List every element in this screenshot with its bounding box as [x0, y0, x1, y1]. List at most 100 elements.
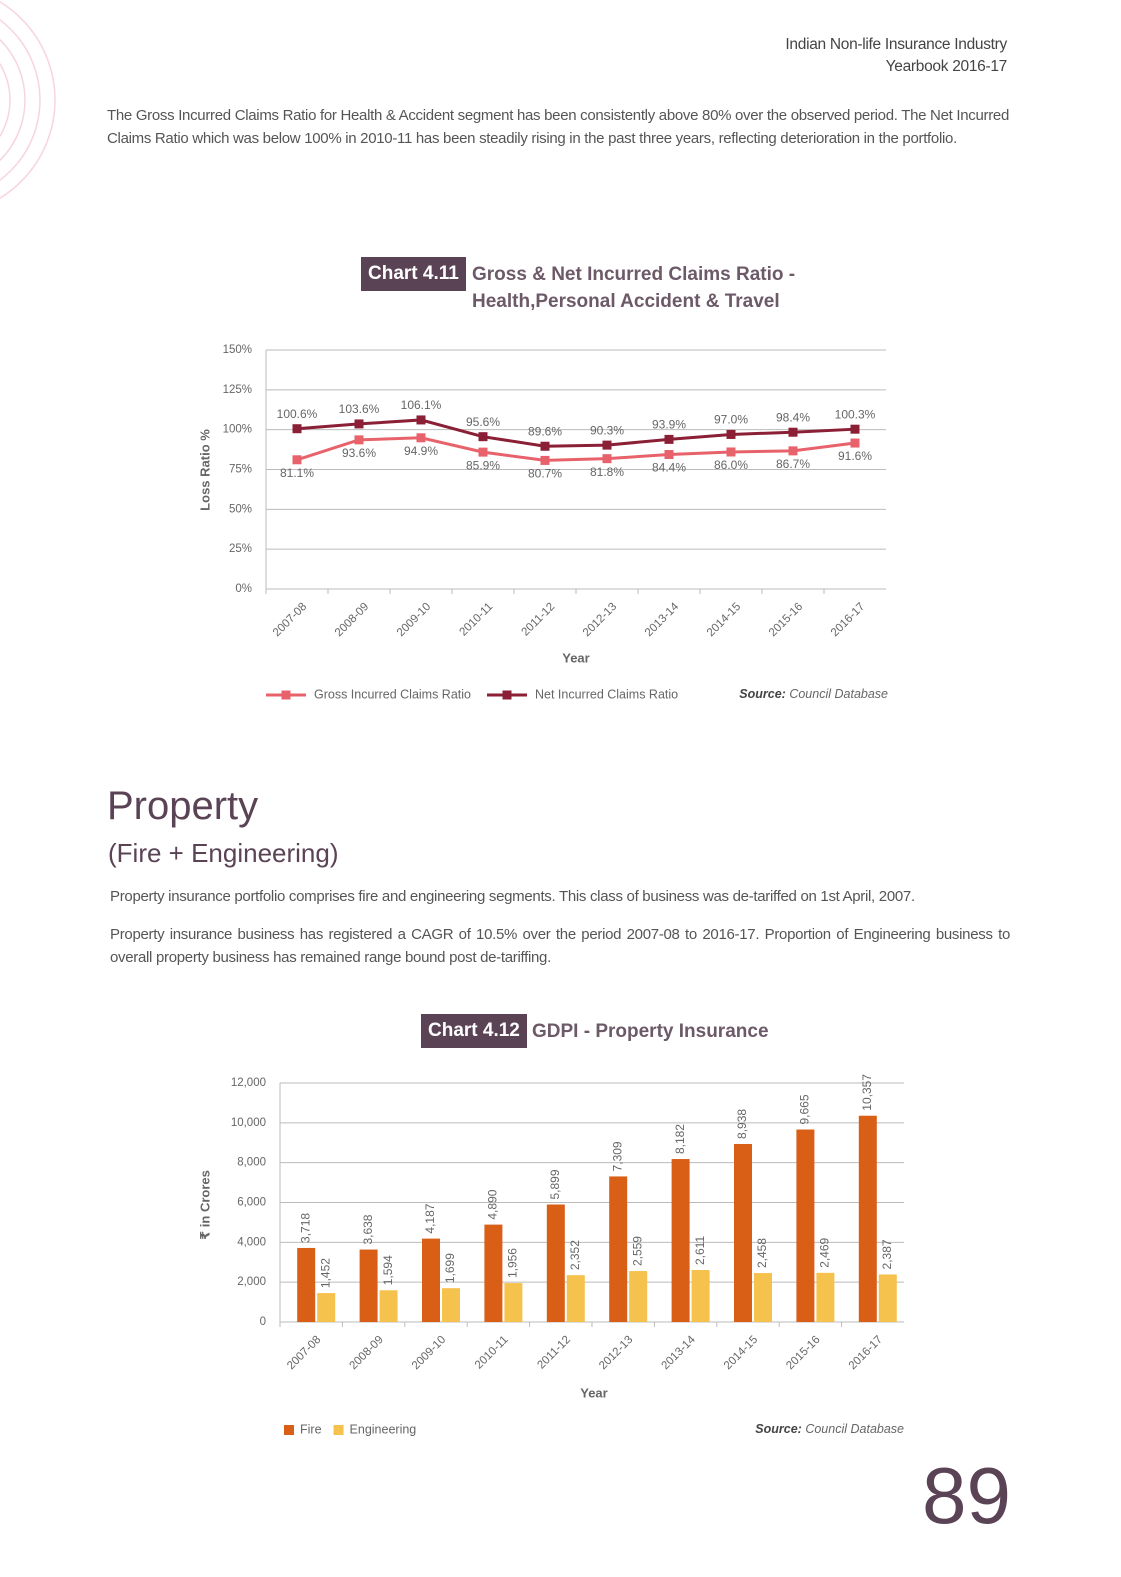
bar — [734, 1143, 752, 1322]
bar — [504, 1283, 523, 1322]
marker — [292, 424, 302, 434]
data-label: 86.0% — [714, 458, 748, 472]
source-label: Source: — [755, 1422, 802, 1436]
data-label: 81.8% — [590, 465, 624, 479]
marker — [726, 429, 736, 439]
x-axis-title: Year — [580, 1385, 607, 1400]
y-tick-label: 100% — [223, 424, 252, 436]
data-label: 2,352 — [568, 1240, 582, 1270]
data-label: 1,594 — [381, 1255, 395, 1285]
y-tick-label: 0% — [235, 583, 252, 595]
y-tick-label: 75% — [229, 464, 252, 476]
y-tick-label: 4,000 — [237, 1236, 266, 1248]
header-line: Indian Non-life Insurance Industry — [785, 36, 1007, 53]
data-label: 103.6% — [339, 402, 380, 416]
x-tick-label: 2009-10 — [395, 601, 433, 639]
chart-label: Chart 4.11 — [361, 257, 466, 291]
y-tick-label: 10,000 — [231, 1117, 266, 1129]
marker — [540, 441, 550, 451]
line — [296, 418, 856, 448]
line — [296, 436, 856, 462]
bar — [816, 1272, 835, 1322]
data-label: 100.6% — [277, 407, 318, 421]
x-tick-label: 2013-14 — [643, 600, 682, 639]
chart-title: GDPI - Property Insurance — [532, 1021, 769, 1042]
marker — [416, 433, 426, 443]
data-label: 7,309 — [610, 1141, 624, 1171]
data-label: 89.6% — [528, 424, 562, 438]
source: Source: Council Database — [755, 1422, 904, 1436]
x-tick-label: 2015-16 — [784, 1334, 822, 1372]
source-label: Source: — [739, 687, 786, 701]
y-tick-label: 8,000 — [237, 1157, 266, 1169]
x-tick-label: 2015-16 — [767, 601, 805, 639]
page-number: 89 — [922, 1451, 1011, 1540]
data-label: 80.7% — [528, 467, 562, 481]
marker — [788, 446, 798, 456]
data-label: 86.7% — [776, 457, 810, 471]
section-heading: Property — [107, 784, 259, 828]
bar — [878, 1274, 897, 1322]
chart-label: Chart 4.12 — [421, 1014, 527, 1048]
bar — [671, 1159, 690, 1322]
data-label: 1,452 — [318, 1258, 332, 1288]
legend-marker — [281, 690, 291, 700]
x-axis-title: Year — [562, 650, 589, 665]
data-label: 95.6% — [466, 415, 500, 429]
x-tick-label: 2010-11 — [473, 1334, 511, 1372]
bar — [629, 1271, 648, 1322]
data-label: 106.1% — [401, 398, 442, 412]
x-tick-label: 2007-08 — [285, 1334, 323, 1372]
x-tick-label: 2014-15 — [705, 601, 743, 639]
legend-label: Gross Incurred Claims Ratio — [314, 687, 471, 701]
y-axis-title: ₹ in Crores — [197, 1170, 212, 1240]
marker — [602, 454, 612, 464]
source-text: Council Database — [805, 1422, 904, 1436]
y-tick-label: 50% — [229, 503, 252, 515]
data-label: 5,899 — [548, 1169, 562, 1199]
x-tick-label: 2008-09 — [348, 1334, 386, 1372]
x-tick-label: 2016-17 — [829, 601, 867, 639]
data-label: 91.6% — [838, 449, 872, 463]
x-tick-label: 2008-09 — [333, 601, 371, 639]
marker — [602, 440, 612, 450]
bar — [858, 1115, 877, 1322]
bar — [379, 1290, 398, 1322]
data-label: 4,890 — [486, 1189, 500, 1219]
data-label: 2,559 — [630, 1236, 644, 1266]
legend-swatch — [284, 1425, 294, 1435]
paragraph: The Gross Incurred Claims Ratio for Heal… — [107, 107, 1009, 147]
bar — [422, 1238, 440, 1322]
legend-marker — [502, 690, 512, 700]
marker — [664, 434, 674, 444]
bar — [566, 1275, 585, 1322]
y-tick-label: 25% — [229, 543, 252, 555]
y-axis-title: Loss Ratio % — [197, 429, 212, 511]
header-line: Yearbook 2016-17 — [885, 58, 1008, 75]
bar — [754, 1273, 772, 1322]
x-tick-label: 2010-11 — [458, 601, 496, 639]
marker — [354, 419, 364, 429]
bar — [691, 1269, 710, 1322]
marker — [850, 424, 860, 434]
data-label: 2,611 — [693, 1236, 707, 1265]
data-label: 3,638 — [361, 1214, 375, 1244]
data-label: 98.4% — [776, 410, 810, 424]
bar — [317, 1293, 336, 1322]
decoration — [0, 1, 56, 199]
marker — [478, 447, 488, 457]
x-tick-label: 2012-13 — [597, 1334, 635, 1372]
data-label: 1,956 — [506, 1248, 520, 1278]
paragraph: Property insurance portfolio comprises f… — [110, 888, 915, 905]
data-label: 90.3% — [590, 423, 624, 437]
data-label: 94.9% — [404, 444, 438, 458]
marker — [850, 438, 860, 448]
bar — [297, 1247, 316, 1322]
data-label: 8,182 — [673, 1124, 687, 1154]
legend-label: Fire — [300, 1422, 322, 1436]
data-label: 2,458 — [755, 1238, 769, 1268]
data-label: 2,387 — [880, 1239, 894, 1269]
x-tick-label: 2011-12 — [520, 601, 558, 639]
data-label: 84.4% — [652, 461, 686, 475]
